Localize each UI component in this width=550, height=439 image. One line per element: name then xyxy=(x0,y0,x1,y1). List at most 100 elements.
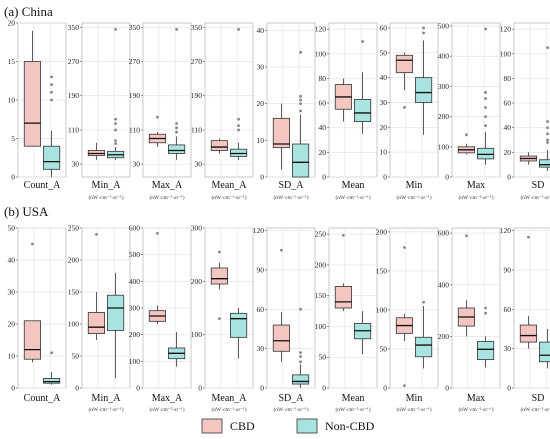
outlier-point xyxy=(546,126,549,130)
subplot-mean-a: 30 110 190 270 350 Mean_A (nW·cm⁻²·sr⁻¹) xyxy=(191,22,254,201)
box-cbd xyxy=(23,30,41,147)
outlier-point xyxy=(484,124,487,128)
box-iqr xyxy=(292,143,310,178)
x-axis-label: Mean xyxy=(342,393,365,404)
box-iqr xyxy=(415,336,433,358)
y-tick-label: 40 xyxy=(8,256,16,265)
outlier-point xyxy=(484,106,487,109)
y-tick-label: 80 xyxy=(504,74,512,83)
outlier-point xyxy=(484,311,487,315)
x-axis-label: Min xyxy=(406,180,423,191)
y-tick-label: 150 xyxy=(68,288,80,297)
outlier-point xyxy=(95,233,98,236)
outlier-point xyxy=(484,306,487,310)
x-axis-label: Max xyxy=(467,180,485,191)
box-iqr xyxy=(477,147,495,160)
y-tick-label: 100 xyxy=(191,330,203,339)
y-tick-label: 0 xyxy=(383,173,387,182)
outlier-point xyxy=(299,355,302,358)
y-tick-label: 30 xyxy=(257,63,265,72)
plot-frame xyxy=(513,227,550,389)
y-tick-label: 10 xyxy=(8,352,16,361)
y-tick-label: 120 xyxy=(253,226,265,235)
outlier-point xyxy=(546,138,549,142)
panel-title: (a) China xyxy=(4,4,53,19)
outlier-point xyxy=(175,28,179,31)
outlier-point xyxy=(484,91,487,94)
outlier-point xyxy=(465,234,468,238)
outlier-point xyxy=(299,351,302,354)
y-tick-label: 190 xyxy=(129,91,141,100)
y-tick-label: 600 xyxy=(129,224,141,233)
box-iqr xyxy=(272,324,290,352)
outlier-point xyxy=(299,94,302,98)
outlier-point xyxy=(299,102,302,106)
outlier-point xyxy=(50,83,53,86)
x-axis-label: Count_A xyxy=(24,393,61,404)
outlier-point xyxy=(218,250,221,254)
y-tick-label: 30 xyxy=(504,344,512,353)
y-tick-label: 150 xyxy=(315,291,327,300)
subplot-count-a: 0 10 20 30 40 50 Count_A xyxy=(8,224,67,404)
y-tick-label: 5 xyxy=(11,134,15,143)
box-cbd xyxy=(395,52,413,109)
box-iqr xyxy=(23,61,41,147)
outlier-point xyxy=(237,117,241,121)
y-tick-label: 50 xyxy=(380,344,388,353)
x-axis-label: Count_A xyxy=(24,180,61,191)
box-iqr xyxy=(23,320,41,360)
y-tick-label: 300 xyxy=(191,224,203,233)
y-tick-label: 600 xyxy=(438,229,450,238)
x-axis-label: Max xyxy=(467,393,485,404)
outlier-point xyxy=(465,133,468,137)
outlier-point xyxy=(546,141,549,144)
outlier-point xyxy=(546,120,549,123)
outlier-point xyxy=(299,50,302,54)
y-tick-label: 0 xyxy=(507,384,511,393)
outlier-point xyxy=(114,128,117,132)
outlier-point xyxy=(114,142,117,146)
x-axis-label: Min xyxy=(406,393,423,404)
box-cbd xyxy=(457,133,475,155)
box-iqr xyxy=(272,117,290,149)
outlier-point xyxy=(50,351,53,355)
box-iqr xyxy=(415,77,433,103)
outlier-point xyxy=(114,139,117,143)
box-non-cbd xyxy=(477,27,495,165)
outlier-point xyxy=(175,126,179,130)
box-iqr xyxy=(210,267,228,285)
outlier-point xyxy=(114,28,117,31)
y-tick-label: 120 xyxy=(500,226,512,235)
y-tick-label: 15 xyxy=(8,57,16,66)
y-tick-label: 300 xyxy=(129,304,141,313)
subplot-min: 0 50 100 150 200 Min (nW·cm⁻²·sr⁻¹) xyxy=(376,227,439,413)
box-non-cbd xyxy=(539,46,550,171)
unit-label: (nW·cm⁻²·sr⁻¹) xyxy=(88,194,123,201)
box-cbd xyxy=(457,234,475,337)
box-iqr xyxy=(210,140,228,151)
y-tick-label: 30 xyxy=(133,160,141,169)
y-tick-label: 190 xyxy=(191,91,203,100)
y-tick-label: 0 xyxy=(11,173,15,182)
box-iqr xyxy=(230,312,248,338)
y-tick-label: 100 xyxy=(315,322,327,331)
unit-label: (nW·cm⁻²·sr⁻¹) xyxy=(211,194,246,201)
panel-usa: (b) USA 0 10 20 30 40 50 Count_A 0 50 100 150 200 250… xyxy=(4,204,550,413)
box-cbd xyxy=(395,246,413,388)
plot-frame xyxy=(513,22,550,178)
box-iqr xyxy=(395,54,413,74)
y-tick-label: 30 xyxy=(195,160,203,169)
outlier-point xyxy=(299,360,302,364)
y-tick-label: 30 xyxy=(257,344,265,353)
box-cbd xyxy=(87,233,105,340)
box-iqr xyxy=(87,312,105,335)
box-non-cbd xyxy=(230,28,248,160)
unit-label: (nW·cm⁻²·sr⁻¹) xyxy=(273,194,308,201)
subplot-max: 0 100 200 300 400 500 Max (nW·cm⁻²·sr⁻¹) xyxy=(438,22,501,201)
outlier-point xyxy=(403,246,406,249)
subplot-mean-a: 0 100 200 300 Mean_A (nW·cm⁻²·sr⁻¹) xyxy=(191,224,254,413)
y-tick-label: 10 xyxy=(380,148,388,157)
y-tick-label: 0 xyxy=(11,384,15,393)
y-tick-label: 90 xyxy=(504,265,512,274)
y-tick-label: 400 xyxy=(438,280,450,289)
